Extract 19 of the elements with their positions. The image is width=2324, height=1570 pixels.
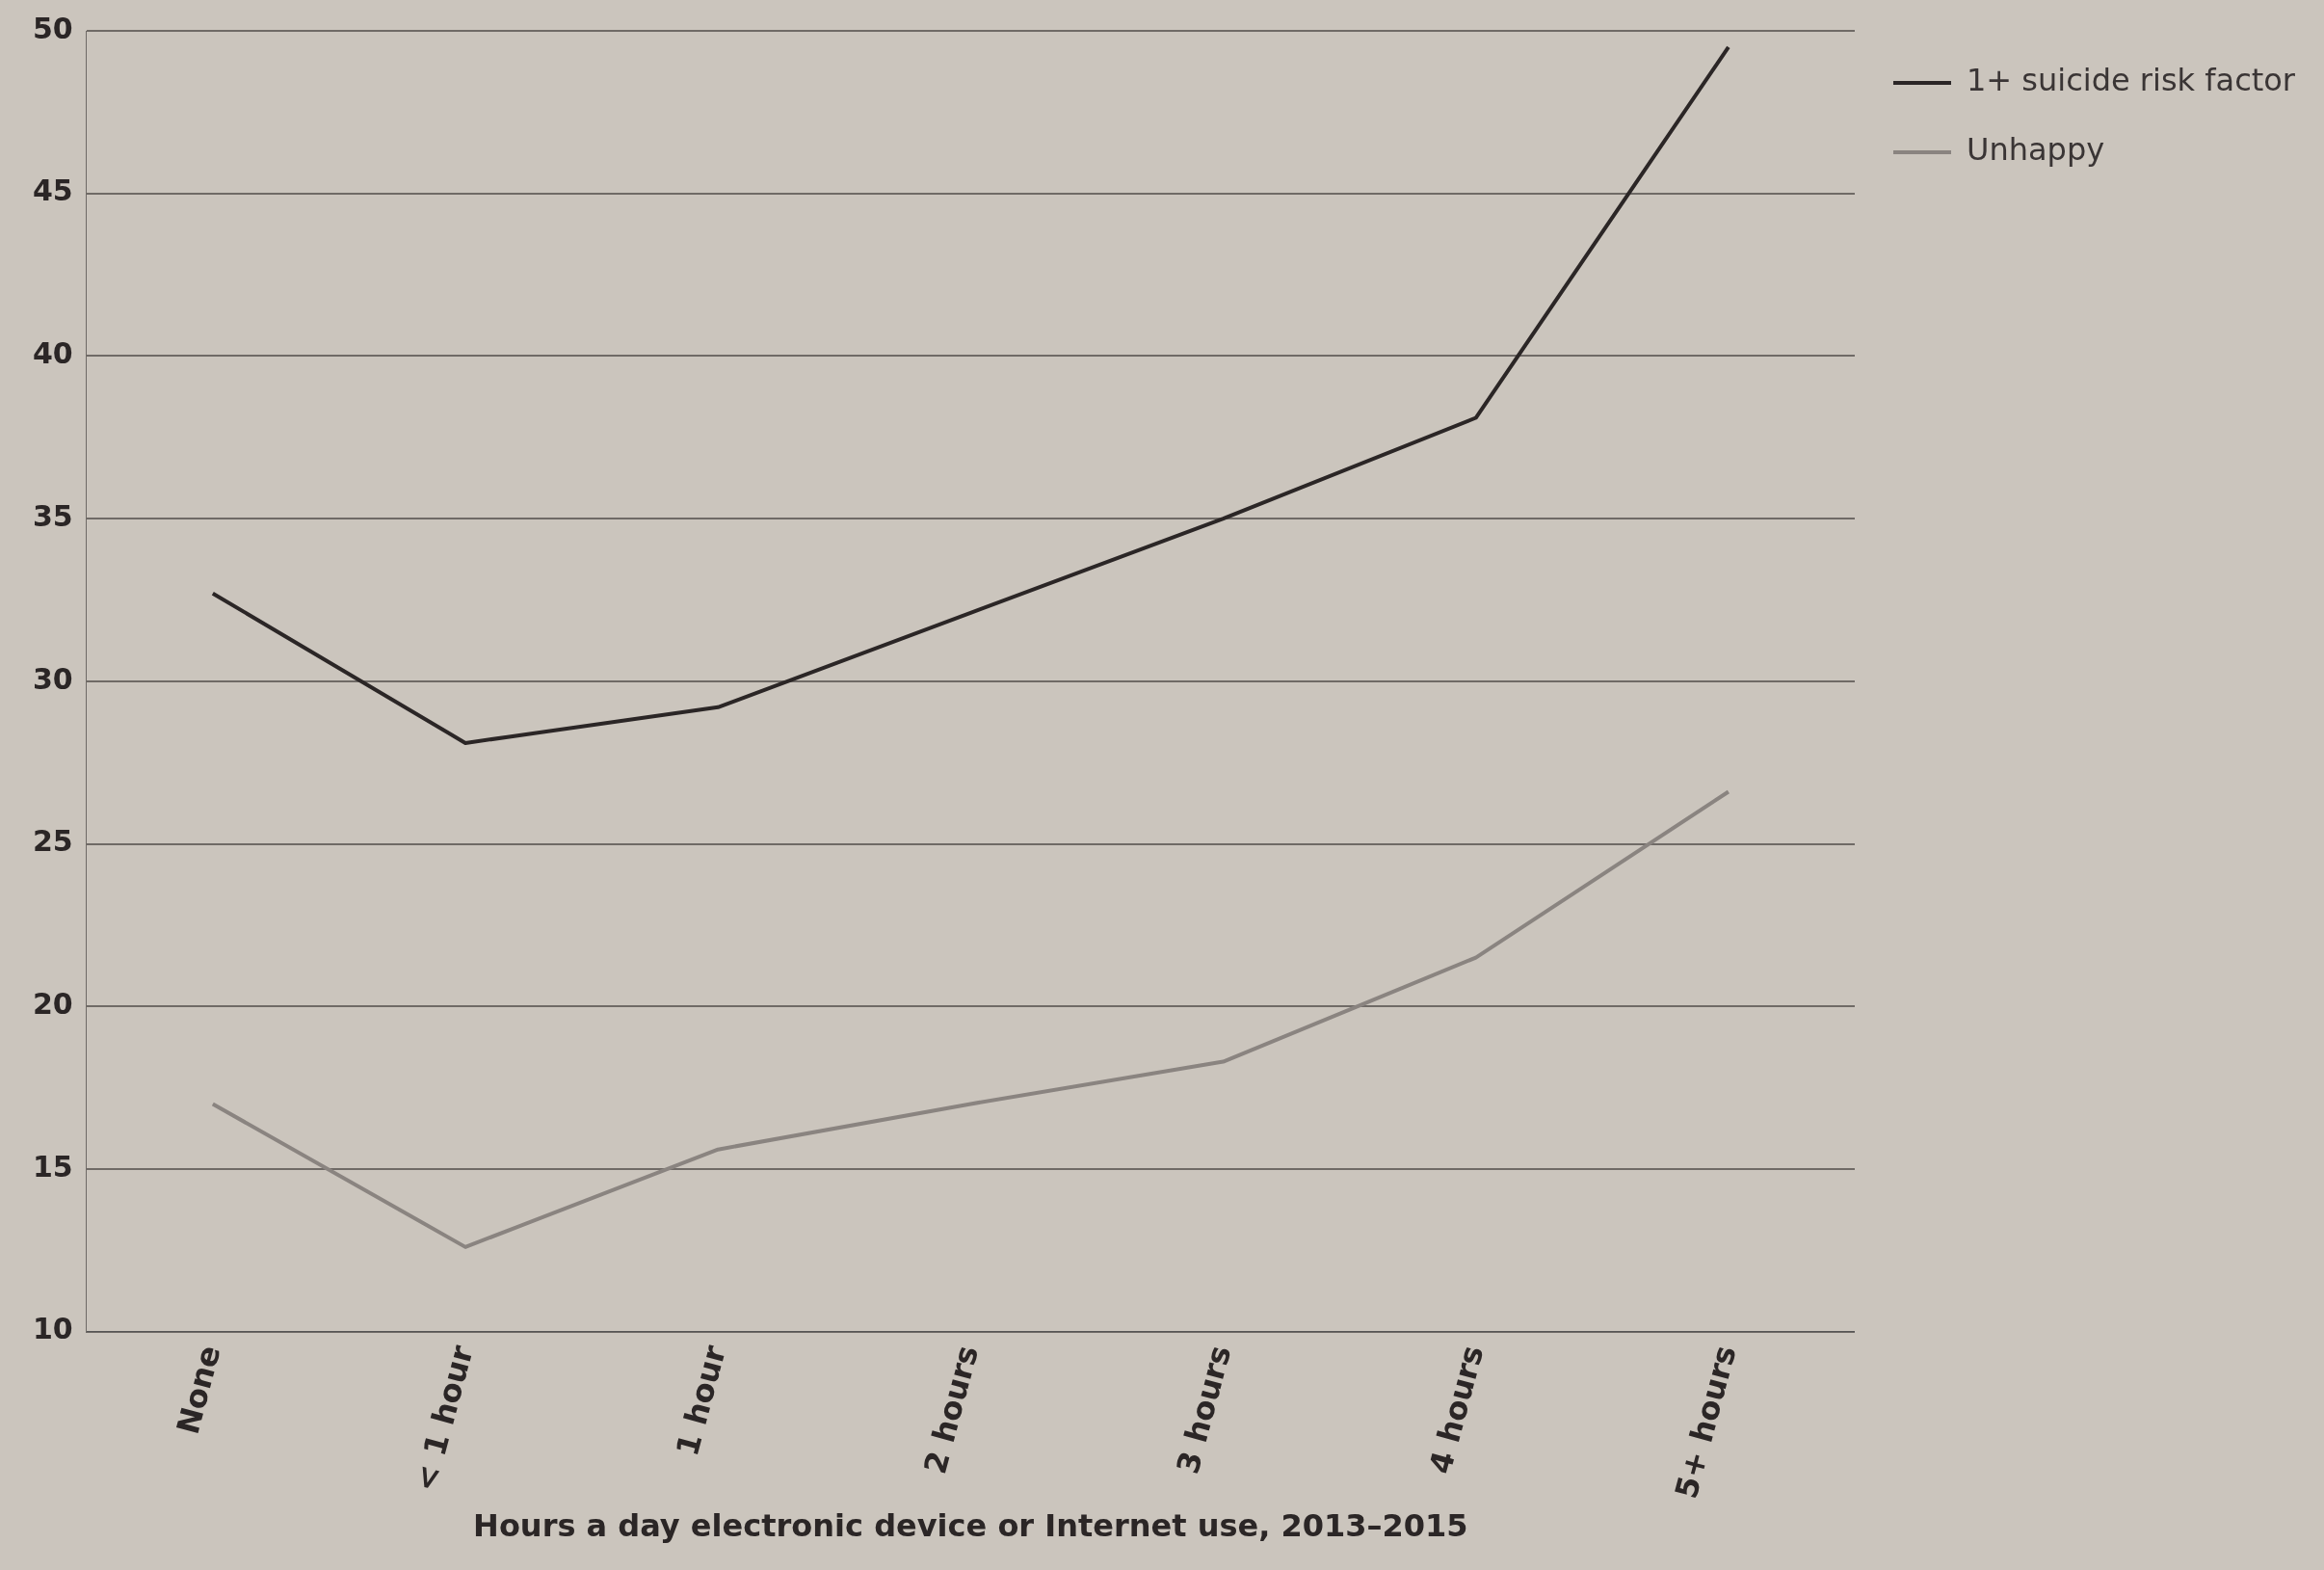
x-tick-label: None [169,1341,228,1438]
y-tick-label: 10 [33,1312,73,1346]
y-tick-label: 30 [33,661,73,696]
y-tick-label: 45 [33,173,73,208]
x-tick-label: 2 hours [916,1341,987,1477]
x-tick-label: 3 hours [1169,1341,1239,1477]
y-tick-label: 50 [33,11,73,45]
x-axis-title: Hours a day electronic device or Internet use, 2013–2015 [473,1507,1468,1545]
x-tick-label: 4 hours [1421,1341,1492,1477]
x-tick-label: 1 hour [669,1341,733,1460]
y-tick-label: 20 [33,987,73,1021]
y-tick-label: 35 [33,498,73,533]
legend-label: 1+ suicide risk factor [1966,62,2296,99]
y-tick-label: 40 [33,336,73,371]
x-tick-label: 5+ hours [1667,1341,1744,1503]
y-tick-label: 25 [33,824,73,859]
x-tick-label: < 1 hour [407,1341,481,1496]
y-tick-label: 15 [33,1149,73,1184]
legend-label: Unhappy [1966,131,2105,169]
